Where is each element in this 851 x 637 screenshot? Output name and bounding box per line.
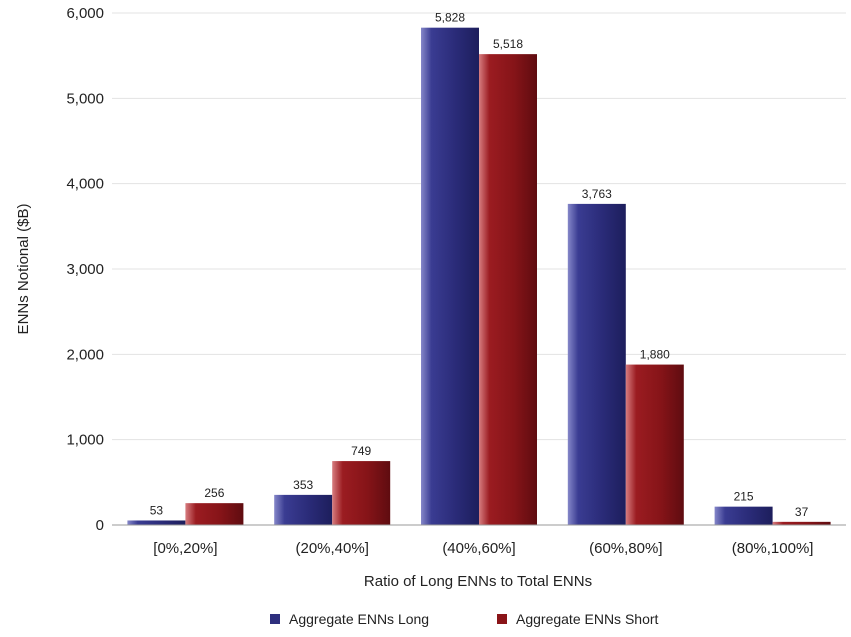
y-tick-label: 2,000 xyxy=(66,346,104,363)
y-tick-label: 5,000 xyxy=(66,90,104,107)
y-tick-label: 4,000 xyxy=(66,176,104,193)
data-label-long: 5,828 xyxy=(435,11,465,25)
bar-long xyxy=(714,506,773,525)
data-label-long: 353 xyxy=(293,478,313,492)
bar-long xyxy=(274,494,333,525)
x-tick-label: (20%,40%] xyxy=(296,540,369,557)
data-label-short: 37 xyxy=(795,505,809,519)
x-tick-label: (60%,80%] xyxy=(589,540,662,557)
legend-label-short: Aggregate ENNs Short xyxy=(516,611,659,627)
bar-short xyxy=(479,54,537,525)
data-label-short: 1,880 xyxy=(640,348,670,362)
bar-short xyxy=(625,364,684,525)
legend-swatch-long xyxy=(270,614,280,624)
y-tick-label: 6,000 xyxy=(66,5,104,22)
data-label-long: 53 xyxy=(150,503,164,517)
x-tick-label: (80%,100%] xyxy=(732,540,814,557)
y-tick-label: 1,000 xyxy=(66,432,104,449)
bar-long xyxy=(567,203,626,525)
bar-short xyxy=(185,503,244,525)
legend-label-long: Aggregate ENNs Long xyxy=(289,611,429,627)
y-tick-label: 3,000 xyxy=(66,261,104,278)
x-tick-label: (40%,60%] xyxy=(442,540,515,557)
bar-long xyxy=(421,27,479,525)
y-axis-tick-labels: 0 1,000 2,000 3,000 4,000 5,000 6,000 xyxy=(66,5,104,534)
bar-short xyxy=(332,461,391,525)
legend: Aggregate ENNs Long Aggregate ENNs Short xyxy=(270,611,659,627)
bar-long xyxy=(127,520,186,525)
data-label-long: 215 xyxy=(734,490,754,504)
legend-swatch-short xyxy=(497,614,507,624)
x-tick-label: [0%,20%] xyxy=(153,540,217,557)
data-labels: 53 256 353 749 5,828 5,518 3,763 1,880 215 37 xyxy=(150,11,809,519)
data-label-short: 256 xyxy=(204,486,224,500)
x-axis-title: Ratio of Long ENNs to Total ENNs xyxy=(364,573,592,590)
x-axis-tick-labels: [0%,20%] (20%,40%] (40%,60%] (60%,80%] (80%,… xyxy=(153,540,813,557)
bars xyxy=(127,27,831,525)
y-axis-title: ENNs Notional ($B) xyxy=(15,204,32,335)
y-tick-label: 0 xyxy=(96,517,104,534)
bar-short xyxy=(772,521,831,525)
data-label-short: 5,518 xyxy=(493,37,523,51)
data-label-short: 749 xyxy=(351,444,371,458)
data-label-long: 3,763 xyxy=(582,187,612,201)
